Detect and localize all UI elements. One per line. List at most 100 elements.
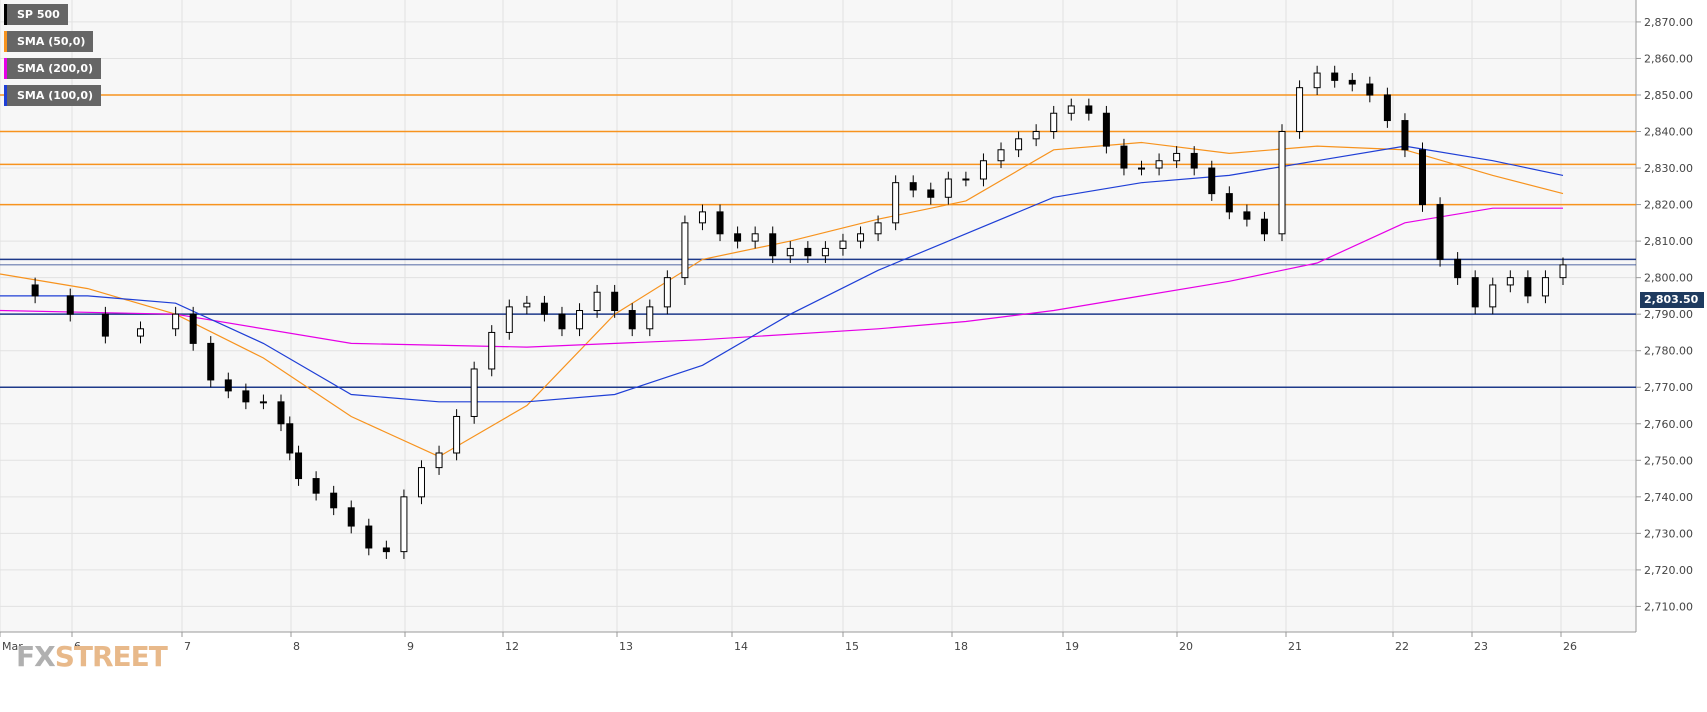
y-tick-label: 2,770.00 <box>1644 381 1693 394</box>
candle-body <box>277 401 285 425</box>
candle-body <box>1383 94 1391 122</box>
x-tick-label: 19 <box>1065 640 1079 653</box>
y-tick-label: 2,750.00 <box>1644 454 1693 467</box>
y-tick-label: 2,820.00 <box>1644 199 1693 212</box>
candle-body <box>593 291 601 312</box>
candle-body <box>1454 258 1462 279</box>
candle-body <box>576 310 584 330</box>
candle-body <box>435 452 443 469</box>
candle-body <box>874 222 882 235</box>
x-tick-label: 26 <box>1563 640 1577 653</box>
legend-item-sma-100[interactable]: SMA (100,0) <box>4 85 102 106</box>
x-tick-label: 6 <box>74 640 81 653</box>
candle-body <box>611 291 619 312</box>
chart-legend: SP 500 SMA (50,0) SMA (200,0) SMA (100,0… <box>4 4 102 112</box>
y-tick-label: 2,760.00 <box>1644 418 1693 431</box>
candle-body <box>189 313 197 344</box>
candle-body <box>734 233 742 242</box>
candle-body <box>259 401 267 404</box>
y-tick-label: 2,800.00 <box>1644 272 1693 285</box>
legend-swatch <box>4 4 7 25</box>
candle-body <box>172 313 180 330</box>
y-tick-label: 2,830.00 <box>1644 162 1693 175</box>
candle-body <box>488 331 496 370</box>
candle-body <box>1489 284 1497 308</box>
candle-body <box>997 149 1005 162</box>
candle-body <box>31 284 39 297</box>
candle-body <box>1120 145 1128 169</box>
candle-body <box>1138 167 1146 170</box>
candle-body <box>1015 138 1023 151</box>
x-tick-label: 14 <box>734 640 748 653</box>
candle-body <box>330 492 338 509</box>
candle-body <box>558 313 566 330</box>
candle-body <box>1243 211 1251 220</box>
candle-body <box>663 277 671 308</box>
candle-body <box>347 507 355 527</box>
candle-body <box>242 390 250 403</box>
candle-body <box>857 233 865 242</box>
series-line-sma-200-0- <box>0 207 1563 348</box>
candle-body <box>1173 152 1181 162</box>
legend-label: SP 500 <box>17 8 60 21</box>
fxstreet-logo: FXSTREET <box>16 640 168 673</box>
candle-body <box>1331 72 1339 81</box>
candle-body <box>382 547 390 553</box>
x-tick-label: 13 <box>619 640 633 653</box>
candle-body <box>453 415 461 454</box>
candle-body <box>400 496 408 553</box>
candle-body <box>1278 131 1286 235</box>
series-line-sma-100-0- <box>0 145 1564 403</box>
candle-body <box>365 525 373 549</box>
candle-body <box>962 178 970 181</box>
candle-body <box>1471 277 1479 308</box>
candle-body <box>1436 204 1444 260</box>
candle-body <box>295 452 303 480</box>
logo-street: STREET <box>54 640 168 673</box>
candle-body <box>769 233 777 257</box>
candle-body <box>839 240 847 249</box>
candle-body <box>1050 112 1058 133</box>
x-tick-label: 8 <box>293 640 300 653</box>
x-tick-label: 15 <box>845 640 859 653</box>
candle-body <box>979 160 987 180</box>
candle-body <box>1260 218 1268 235</box>
candle-body <box>1506 277 1514 286</box>
candle-body <box>286 423 294 454</box>
legend-label: SMA (200,0) <box>17 62 94 75</box>
candle-body <box>1067 105 1075 114</box>
candle-body <box>1032 131 1040 140</box>
candle-body <box>136 328 144 337</box>
candle-body <box>1559 264 1567 279</box>
candle-body <box>1419 149 1427 206</box>
candle-body <box>804 247 812 257</box>
candle-body <box>505 306 513 333</box>
candle-body <box>1155 160 1163 169</box>
candle-body <box>1524 277 1532 297</box>
legend-swatch <box>4 58 7 79</box>
x-tick-label: 12 <box>505 640 519 653</box>
candle-body <box>1401 120 1409 151</box>
candle-body <box>698 211 706 224</box>
legend-item-sp500[interactable]: SP 500 <box>4 4 68 25</box>
y-tick-label: 2,720.00 <box>1644 564 1693 577</box>
candle-body <box>628 310 636 330</box>
candle-body <box>224 379 232 392</box>
candle-body <box>1313 72 1321 89</box>
legend-swatch <box>4 31 7 52</box>
y-tick-label: 2,860.00 <box>1644 52 1693 65</box>
candle-body <box>681 222 689 279</box>
y-tick-label: 2,740.00 <box>1644 491 1693 504</box>
legend-item-sma-50[interactable]: SMA (50,0) <box>4 31 94 52</box>
candle-body <box>927 189 935 198</box>
candle-body <box>821 247 829 257</box>
logo-fx: FX <box>16 640 56 673</box>
candle-body <box>646 306 654 330</box>
candle-body <box>1296 87 1304 133</box>
series-line-sma-50-0- <box>0 141 1564 458</box>
candle-body <box>1208 167 1216 195</box>
legend-item-sma-200[interactable]: SMA (200,0) <box>4 58 102 79</box>
y-tick-label: 2,710.00 <box>1644 600 1693 613</box>
x-tick-label: 21 <box>1288 640 1302 653</box>
